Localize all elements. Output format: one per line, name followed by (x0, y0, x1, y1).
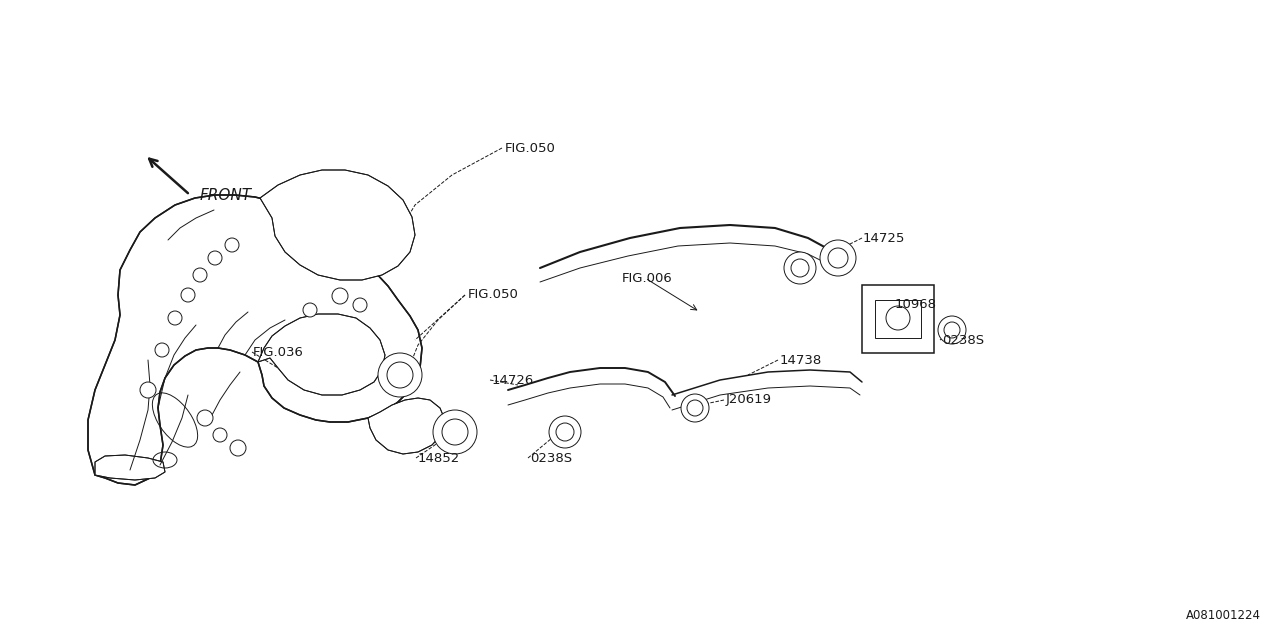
Text: FIG.006: FIG.006 (622, 271, 673, 285)
Text: FIG.050: FIG.050 (468, 289, 518, 301)
Ellipse shape (193, 268, 207, 282)
Text: 14726: 14726 (492, 374, 534, 387)
Ellipse shape (207, 251, 221, 265)
Ellipse shape (212, 428, 227, 442)
Text: 10968: 10968 (895, 298, 937, 312)
Ellipse shape (140, 382, 156, 398)
Ellipse shape (549, 416, 581, 448)
Ellipse shape (155, 343, 169, 357)
Text: FIG.036: FIG.036 (253, 346, 303, 358)
Ellipse shape (303, 303, 317, 317)
Text: 0238S: 0238S (942, 333, 984, 346)
Polygon shape (95, 455, 165, 480)
Ellipse shape (168, 311, 182, 325)
Text: 14725: 14725 (863, 232, 905, 244)
Text: FRONT: FRONT (200, 188, 252, 202)
Text: FIG.050: FIG.050 (506, 141, 556, 154)
Ellipse shape (433, 410, 477, 454)
Ellipse shape (820, 240, 856, 276)
Polygon shape (369, 398, 445, 454)
Text: 14852: 14852 (419, 451, 461, 465)
Text: A081001224: A081001224 (1185, 609, 1261, 622)
Ellipse shape (783, 252, 817, 284)
Text: 0238S: 0238S (530, 451, 572, 465)
Ellipse shape (332, 288, 348, 304)
Polygon shape (260, 170, 415, 280)
Text: J20619: J20619 (726, 394, 772, 406)
Bar (861, 285, 934, 353)
Ellipse shape (681, 394, 709, 422)
Ellipse shape (353, 298, 367, 312)
Polygon shape (259, 314, 385, 395)
Ellipse shape (938, 316, 966, 344)
Ellipse shape (225, 238, 239, 252)
Ellipse shape (180, 288, 195, 302)
Ellipse shape (230, 440, 246, 456)
Ellipse shape (378, 353, 422, 397)
Bar (876, 300, 922, 338)
Text: 14738: 14738 (780, 353, 822, 367)
Ellipse shape (197, 410, 212, 426)
Polygon shape (88, 195, 422, 485)
